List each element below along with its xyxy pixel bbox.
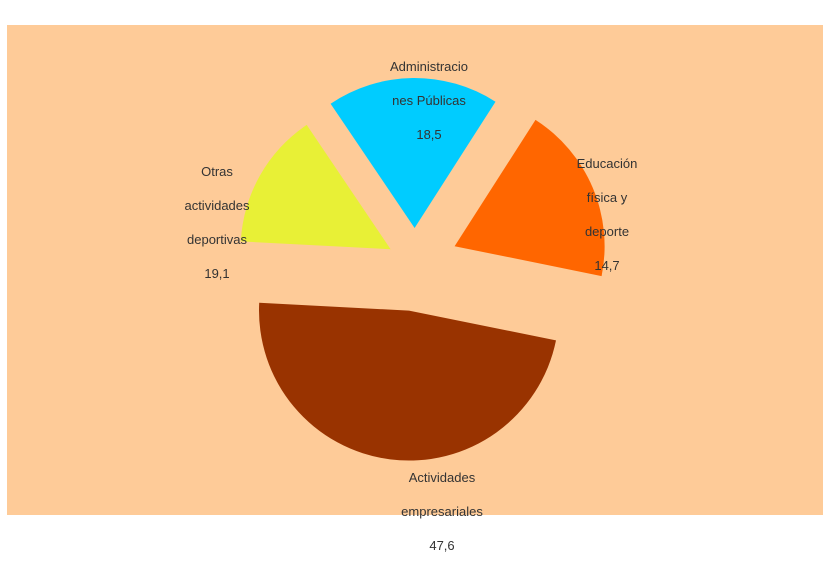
pie-slice-3 [330, 77, 496, 228]
label-actividades-empresariales-line1: Actividades [408, 470, 476, 485]
pie-slice-2 [454, 119, 605, 277]
label-administraciones-publicas-line1: Administracio [389, 59, 469, 74]
label-administraciones-publicas: Administracio nes Públicas 18,5 [369, 41, 489, 160]
label-educacion-fisica-value: 14,7 [594, 258, 620, 273]
pie-slice-1 [258, 302, 556, 461]
label-actividades-empresariales-line2: empresariales [401, 504, 483, 519]
label-otras-actividades: Otras actividades deportivas 19,1 [167, 146, 267, 299]
pie-chart [240, 77, 605, 461]
label-educacion-fisica-line1: Educación [576, 156, 638, 171]
label-otras-actividades-value: 19,1 [204, 266, 230, 281]
chart-area: Actividades empresariales 47,6 Otras act… [7, 25, 823, 553]
label-educacion-fisica-line3: deporte [584, 224, 630, 239]
label-otras-actividades-line3: deportivas [187, 232, 247, 247]
label-otras-actividades-line1: Otras [201, 164, 233, 179]
label-educacion-fisica-line2: física y [586, 190, 628, 205]
label-administraciones-publicas-line2: nes Públicas [392, 93, 466, 108]
pie-slice-4 [240, 124, 391, 250]
label-administraciones-publicas-value: 18,5 [416, 127, 442, 142]
label-educacion-fisica: Educación física y deporte 14,7 [557, 138, 657, 291]
label-otras-actividades-line2: actividades [184, 198, 250, 213]
label-actividades-empresariales: Actividades empresariales 47,6 [367, 452, 517, 571]
label-actividades-empresariales-value: 47,6 [429, 538, 455, 553]
